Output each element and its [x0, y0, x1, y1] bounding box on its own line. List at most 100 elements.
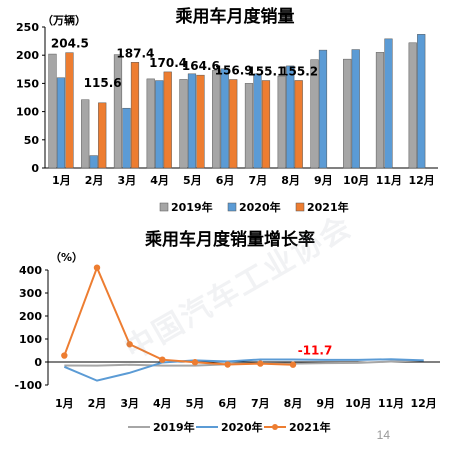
legend-swatch	[159, 202, 169, 212]
y-tick-label: 200	[16, 49, 39, 62]
x-tick-label: 9月	[316, 397, 335, 410]
x-tick-label: 8月	[281, 174, 300, 187]
legend-label: 2019年	[153, 420, 195, 434]
data-point	[159, 356, 166, 363]
data-label: 115.6	[84, 76, 122, 90]
y-tick-label: -100	[14, 379, 42, 392]
y-tick-label: 100	[16, 106, 39, 119]
x-tick-label: 5月	[186, 397, 205, 410]
data-point	[257, 360, 264, 367]
data-point	[224, 361, 231, 368]
y-tick-label: 0	[34, 356, 42, 369]
x-tick-label: 2月	[88, 397, 107, 410]
bar	[146, 78, 155, 169]
x-tick-label: 3月	[120, 397, 139, 410]
bar	[286, 65, 295, 169]
bar	[122, 107, 131, 169]
bar	[375, 52, 385, 169]
x-tick-label: 1月	[52, 174, 71, 187]
x-tick-label: 4月	[150, 174, 169, 187]
bar	[155, 80, 164, 169]
data-label: 155.2	[280, 64, 318, 78]
data-label: 155.1	[247, 65, 285, 79]
x-tick-label: 12月	[408, 174, 434, 187]
bar	[384, 38, 393, 169]
x-tick-label: 6月	[216, 174, 235, 187]
bar	[261, 80, 271, 169]
page-number: 14	[376, 428, 390, 442]
x-tick-label: 9月	[314, 174, 333, 187]
y-tick-label: 50	[24, 134, 40, 147]
bar	[417, 34, 426, 169]
x-tick-label: 3月	[118, 174, 137, 187]
bar	[220, 68, 229, 169]
y-tick-label: 400	[19, 264, 42, 277]
y-unit-label: （万辆）	[42, 13, 86, 27]
bar	[253, 73, 262, 169]
bar	[351, 49, 360, 169]
x-tick-label: 10月	[345, 397, 371, 410]
legend-swatch	[227, 202, 237, 212]
x-tick-label: 6月	[218, 397, 237, 410]
y-tick-label: 0	[31, 162, 39, 175]
annotation-label: -11.7	[298, 344, 333, 358]
data-label: 204.5	[51, 37, 89, 51]
monthly-sales-bar-chart: 乘用车月度销量 （万辆） 0 50 100 150 200 250 1月 2月 3月 4月 5月 6月…	[16, 6, 438, 214]
data-point	[126, 341, 133, 348]
y-tick-label: 150	[16, 77, 39, 90]
bar	[277, 75, 286, 169]
data-label: 187.4	[116, 46, 154, 60]
bar	[212, 70, 221, 169]
bar	[65, 52, 74, 169]
growth-rate-line-chart: 乘用车月度销量增长率 （%） -100 0 100 200 300 400 1月 2月 3月 4月…	[14, 229, 440, 434]
bar	[229, 79, 238, 169]
bar	[179, 79, 188, 169]
legend-label: 2019年	[171, 200, 213, 214]
bar	[196, 74, 205, 169]
data-point	[93, 264, 101, 271]
data-label: 170.4	[149, 56, 187, 70]
data-label: 156.9	[215, 64, 253, 78]
chart-title: 乘用车月度销量	[175, 6, 295, 27]
series-line	[63, 358, 424, 382]
legend-marker	[272, 424, 278, 430]
bar	[408, 42, 417, 169]
x-tick-label: 11月	[376, 174, 402, 187]
x-tick-label: 10月	[343, 174, 369, 187]
legend-label: 2020年	[221, 420, 263, 434]
data-point	[61, 352, 68, 359]
x-tick-label: 12月	[411, 397, 437, 410]
bar	[56, 77, 66, 169]
bar	[98, 102, 107, 169]
data-point	[289, 361, 297, 368]
data-label: 164.6	[182, 59, 220, 73]
x-tick-label: 7月	[251, 397, 270, 410]
bar	[244, 83, 254, 169]
legend-label: 2020年	[239, 200, 281, 214]
x-tick-label: 5月	[183, 174, 202, 187]
bar	[48, 53, 57, 169]
y-tick-label: 250	[16, 21, 39, 34]
y-tick-label: 300	[19, 287, 42, 300]
y-tick-label: 100	[19, 333, 42, 346]
y-tick-label: 200	[19, 310, 42, 323]
bar	[113, 54, 123, 169]
bar	[81, 99, 90, 169]
bar	[310, 59, 319, 169]
bar	[163, 71, 172, 169]
x-tick-label: 11月	[378, 397, 404, 410]
x-tick-label: 4月	[153, 397, 172, 410]
x-tick-label: 1月	[55, 397, 74, 410]
bar	[130, 62, 140, 169]
x-tick-label: 8月	[284, 397, 303, 410]
chart-title: 乘用车月度销量增长率	[144, 229, 315, 250]
legend-label: 2021年	[307, 200, 349, 214]
legend-label: 2021年	[289, 420, 331, 434]
bar	[343, 58, 352, 169]
bar	[318, 49, 328, 169]
bar	[187, 73, 197, 169]
series-line	[63, 265, 294, 366]
bar	[294, 80, 303, 169]
x-tick-label: 2月	[85, 174, 104, 187]
